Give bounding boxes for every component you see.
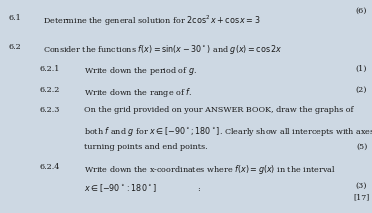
Text: 6.2.2: 6.2.2 xyxy=(39,86,60,94)
Text: Consider the functions $f(x) = \sin(x - 30^\circ)$ and $g(x) = \cos 2x$: Consider the functions $f(x) = \sin(x - … xyxy=(43,43,282,56)
Text: :: : xyxy=(198,185,201,193)
Text: (5): (5) xyxy=(356,143,367,151)
Text: Write down the period of $g$.: Write down the period of $g$. xyxy=(84,65,197,77)
Text: 6.1: 6.1 xyxy=(8,14,21,22)
Text: Determine the general solution for $2\cos^2 x + \cos x = 3$: Determine the general solution for $2\co… xyxy=(43,14,260,28)
Text: (2): (2) xyxy=(356,86,367,94)
Text: 6.2.4: 6.2.4 xyxy=(39,163,60,171)
Text: 6.2.3: 6.2.3 xyxy=(39,106,60,115)
Text: both $f$ and $g$ for $x \in [-90^\circ;180^\circ]$. Clearly show all intercepts : both $f$ and $g$ for $x \in [-90^\circ;1… xyxy=(84,125,372,138)
Text: (1): (1) xyxy=(356,65,367,73)
Text: 6.2.1: 6.2.1 xyxy=(39,65,60,73)
Text: (3): (3) xyxy=(356,182,367,190)
Text: turning points and end points.: turning points and end points. xyxy=(84,143,207,151)
Text: Write down the range of $f$.: Write down the range of $f$. xyxy=(84,86,192,99)
Text: 6.2: 6.2 xyxy=(8,43,21,51)
Text: $x \in [-90^\circ :180^\circ]$: $x \in [-90^\circ :180^\circ]$ xyxy=(84,182,156,194)
Text: (6): (6) xyxy=(356,6,367,14)
Text: Write down the x-coordinates where $f(x) = g(x)$ in the interval: Write down the x-coordinates where $f(x)… xyxy=(84,163,335,176)
Text: On the grid provided on your ANSWER BOOK, draw the graphs of: On the grid provided on your ANSWER BOOK… xyxy=(84,106,353,115)
Text: [17]: [17] xyxy=(353,193,370,201)
